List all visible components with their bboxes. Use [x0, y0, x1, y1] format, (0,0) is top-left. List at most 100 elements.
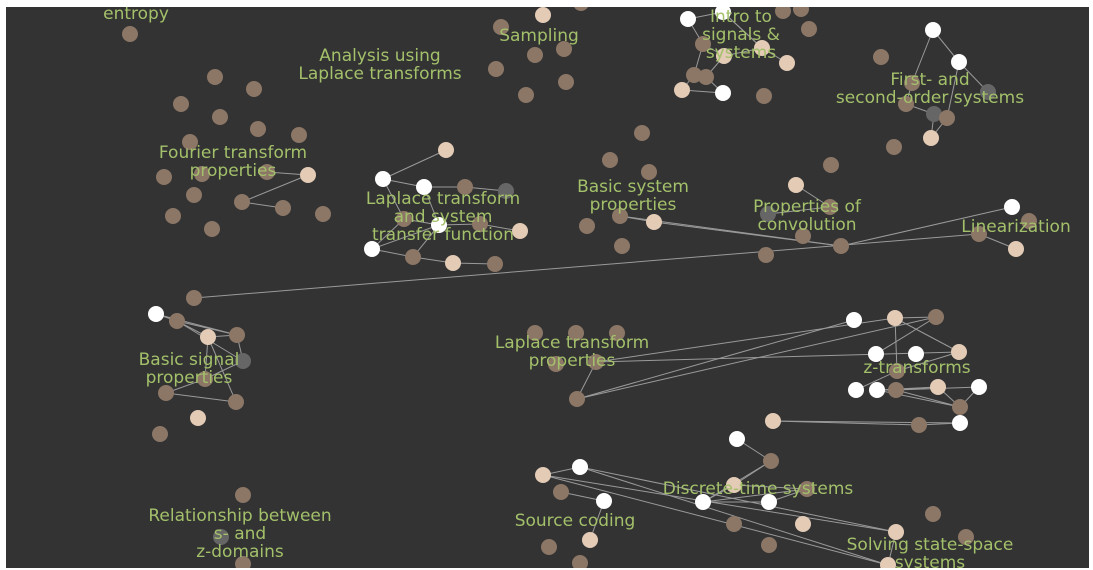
graph-node[interactable] — [980, 84, 996, 100]
graph-node[interactable] — [416, 179, 432, 195]
graph-node[interactable] — [235, 353, 251, 369]
graph-node[interactable] — [234, 194, 250, 210]
graph-node[interactable] — [541, 539, 557, 555]
graph-node[interactable] — [686, 67, 702, 83]
graph-node[interactable] — [472, 216, 488, 232]
graph-node[interactable] — [880, 557, 896, 568]
graph-node[interactable] — [553, 484, 569, 500]
graph-node[interactable] — [169, 313, 185, 329]
graph-node[interactable] — [405, 249, 421, 265]
graph-node[interactable] — [801, 21, 817, 37]
graph-node[interactable] — [291, 127, 307, 143]
graph-node[interactable] — [229, 327, 245, 343]
graph-node[interactable] — [612, 208, 628, 224]
graph-node[interactable] — [726, 516, 742, 532]
graph-node[interactable] — [212, 109, 228, 125]
graph-node[interactable] — [886, 139, 902, 155]
concept-graph[interactable] — [6, 7, 1089, 568]
graph-node[interactable] — [695, 36, 711, 52]
graph-node[interactable] — [375, 171, 391, 187]
graph-node[interactable] — [926, 106, 942, 122]
graph-node[interactable] — [923, 130, 939, 146]
graph-node[interactable] — [846, 312, 862, 328]
concept-graph-canvas[interactable]: entropy Sampling Intro to signals & syst… — [6, 7, 1089, 568]
graph-node[interactable] — [698, 69, 714, 85]
graph-node[interactable] — [250, 121, 266, 137]
cluster-label-relationship-s-z[interactable]: Relationship between s- and z-domains — [148, 506, 332, 562]
graph-node[interactable] — [971, 226, 987, 242]
graph-node[interactable] — [579, 218, 595, 234]
graph-node[interactable] — [868, 346, 884, 362]
graph-node[interactable] — [573, 7, 589, 11]
graph-node[interactable] — [795, 228, 811, 244]
graph-node[interactable] — [200, 329, 216, 345]
graph-node[interactable] — [971, 379, 987, 395]
graph-node[interactable] — [300, 167, 316, 183]
cluster-label-laplace-transfer-function[interactable]: Laplace transform and system transfer fu… — [365, 189, 521, 245]
graph-node[interactable] — [888, 524, 904, 540]
graph-node[interactable] — [518, 87, 534, 103]
graph-node[interactable] — [758, 247, 774, 263]
cluster-label-source-coding[interactable]: Source coding — [514, 511, 636, 531]
graph-node[interactable] — [925, 22, 941, 38]
graph-node[interactable] — [186, 187, 202, 203]
graph-node[interactable] — [602, 152, 618, 168]
graph-node[interactable] — [204, 221, 220, 237]
graph-node[interactable] — [488, 61, 504, 77]
graph-node[interactable] — [1021, 213, 1037, 229]
graph-node[interactable] — [569, 391, 585, 407]
graph-node[interactable] — [1008, 241, 1024, 257]
graph-node[interactable] — [512, 223, 528, 239]
graph-node[interactable] — [190, 410, 206, 426]
cluster-label-solving-state-space[interactable]: Solving state-space systems — [846, 535, 1014, 568]
graph-node[interactable] — [765, 413, 781, 429]
graph-node[interactable] — [715, 7, 731, 20]
graph-node[interactable] — [726, 477, 742, 493]
graph-node[interactable] — [457, 179, 473, 195]
graph-node[interactable] — [716, 48, 732, 64]
graph-node[interactable] — [674, 82, 690, 98]
cluster-label-basic-system-properties[interactable]: Basic system properties — [577, 177, 689, 215]
graph-node[interactable] — [235, 556, 251, 568]
graph-node[interactable] — [715, 85, 731, 101]
graph-node[interactable] — [911, 417, 927, 433]
cluster-label-sampling[interactable]: Sampling — [499, 26, 579, 46]
graph-node[interactable] — [761, 537, 777, 553]
graph-node[interactable] — [680, 11, 696, 27]
graph-node[interactable] — [939, 110, 955, 126]
graph-node[interactable] — [487, 256, 503, 272]
graph-node[interactable] — [729, 431, 745, 447]
graph-node[interactable] — [556, 41, 572, 57]
graph-node[interactable] — [646, 214, 662, 230]
graph-node[interactable] — [527, 325, 543, 341]
graph-node[interactable] — [228, 394, 244, 410]
graph-node[interactable] — [148, 306, 164, 322]
graph-node[interactable] — [930, 379, 946, 395]
graph-node[interactable] — [445, 255, 461, 271]
graph-node[interactable] — [823, 157, 839, 173]
graph-node[interactable] — [614, 238, 630, 254]
graph-node[interactable] — [275, 200, 291, 216]
graph-node[interactable] — [596, 493, 612, 509]
graph-node[interactable] — [156, 169, 172, 185]
graph-node[interactable] — [158, 385, 174, 401]
graph-node[interactable] — [1004, 199, 1020, 215]
graph-node[interactable] — [152, 426, 168, 442]
graph-node[interactable] — [588, 354, 604, 370]
graph-node[interactable] — [888, 382, 904, 398]
graph-node[interactable] — [788, 177, 804, 193]
graph-node[interactable] — [951, 54, 967, 70]
graph-node[interactable] — [315, 206, 331, 222]
graph-node[interactable] — [799, 481, 815, 497]
graph-node[interactable] — [259, 164, 275, 180]
graph-node[interactable] — [695, 494, 711, 510]
graph-node[interactable] — [779, 55, 795, 71]
graph-node[interactable] — [873, 49, 889, 65]
graph-node[interactable] — [364, 241, 380, 257]
graph-node[interactable] — [887, 310, 903, 326]
graph-node[interactable] — [833, 238, 849, 254]
graph-node[interactable] — [793, 7, 809, 17]
graph-node[interactable] — [889, 363, 905, 379]
graph-node[interactable] — [197, 371, 213, 387]
cluster-label-analysis-laplace[interactable]: Analysis using Laplace transforms — [298, 46, 462, 84]
